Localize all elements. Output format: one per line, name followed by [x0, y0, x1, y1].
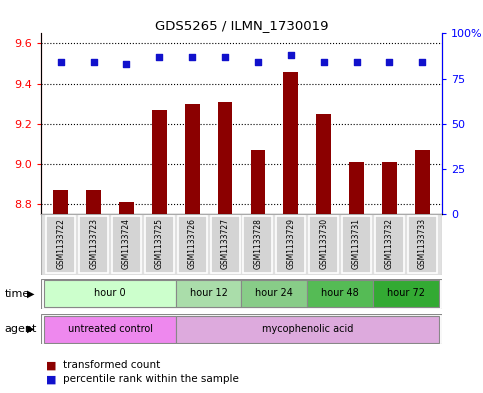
- Point: [90, 59, 98, 66]
- Text: GSM1133725: GSM1133725: [155, 218, 164, 269]
- FancyBboxPatch shape: [242, 280, 307, 307]
- FancyBboxPatch shape: [178, 216, 207, 273]
- Text: GSM1133730: GSM1133730: [319, 218, 328, 269]
- FancyBboxPatch shape: [309, 216, 338, 273]
- FancyBboxPatch shape: [46, 216, 75, 273]
- Bar: [119, 202, 134, 214]
- Text: GSM1133728: GSM1133728: [254, 218, 262, 269]
- Text: GSM1133731: GSM1133731: [352, 218, 361, 269]
- Bar: [86, 190, 101, 214]
- Text: transformed count: transformed count: [63, 360, 160, 371]
- Bar: [284, 72, 298, 214]
- FancyBboxPatch shape: [211, 216, 240, 273]
- Text: ■: ■: [46, 360, 57, 371]
- FancyBboxPatch shape: [408, 216, 437, 273]
- Bar: [349, 162, 364, 214]
- FancyBboxPatch shape: [243, 216, 272, 273]
- Point: [320, 59, 327, 66]
- FancyBboxPatch shape: [44, 316, 176, 343]
- Text: GSM1133727: GSM1133727: [221, 218, 229, 269]
- Point: [353, 59, 360, 66]
- Point: [188, 54, 196, 60]
- Bar: [382, 162, 397, 214]
- Text: GSM1133729: GSM1133729: [286, 218, 295, 269]
- Text: GSM1133724: GSM1133724: [122, 218, 131, 269]
- Bar: [185, 104, 199, 214]
- FancyBboxPatch shape: [342, 216, 371, 273]
- Text: GSM1133733: GSM1133733: [418, 218, 426, 269]
- Text: GSM1133722: GSM1133722: [57, 218, 65, 269]
- Point: [123, 61, 130, 67]
- FancyBboxPatch shape: [79, 216, 108, 273]
- Title: GDS5265 / ILMN_1730019: GDS5265 / ILMN_1730019: [155, 19, 328, 32]
- Text: ▶: ▶: [27, 324, 34, 334]
- Text: ■: ■: [46, 374, 57, 384]
- Text: percentile rank within the sample: percentile rank within the sample: [63, 374, 239, 384]
- Point: [287, 52, 295, 58]
- Text: time: time: [5, 289, 30, 299]
- FancyBboxPatch shape: [176, 280, 242, 307]
- Bar: [415, 150, 429, 214]
- Point: [254, 59, 262, 66]
- FancyBboxPatch shape: [145, 216, 174, 273]
- Text: hour 72: hour 72: [387, 288, 425, 298]
- Text: untreated control: untreated control: [68, 323, 153, 334]
- FancyBboxPatch shape: [176, 316, 439, 343]
- Point: [57, 59, 65, 66]
- FancyBboxPatch shape: [44, 280, 176, 307]
- Text: mycophenolic acid: mycophenolic acid: [261, 323, 353, 334]
- Point: [156, 54, 163, 60]
- Text: ▶: ▶: [27, 289, 34, 299]
- Point: [418, 59, 426, 66]
- Text: agent: agent: [5, 324, 37, 334]
- FancyBboxPatch shape: [375, 216, 404, 273]
- Text: GSM1133726: GSM1133726: [188, 218, 197, 269]
- Bar: [218, 102, 232, 214]
- FancyBboxPatch shape: [276, 216, 305, 273]
- Bar: [152, 110, 167, 214]
- FancyBboxPatch shape: [307, 280, 373, 307]
- Text: hour 48: hour 48: [321, 288, 359, 298]
- Text: hour 24: hour 24: [256, 288, 293, 298]
- FancyBboxPatch shape: [41, 214, 442, 275]
- Bar: [251, 150, 265, 214]
- Point: [221, 54, 229, 60]
- Point: [385, 59, 393, 66]
- Text: GSM1133723: GSM1133723: [89, 218, 98, 269]
- Bar: [54, 190, 68, 214]
- Text: GSM1133732: GSM1133732: [385, 218, 394, 269]
- FancyBboxPatch shape: [373, 280, 439, 307]
- Bar: [316, 114, 331, 214]
- Text: hour 12: hour 12: [190, 288, 227, 298]
- FancyBboxPatch shape: [112, 216, 141, 273]
- Text: hour 0: hour 0: [94, 288, 126, 298]
